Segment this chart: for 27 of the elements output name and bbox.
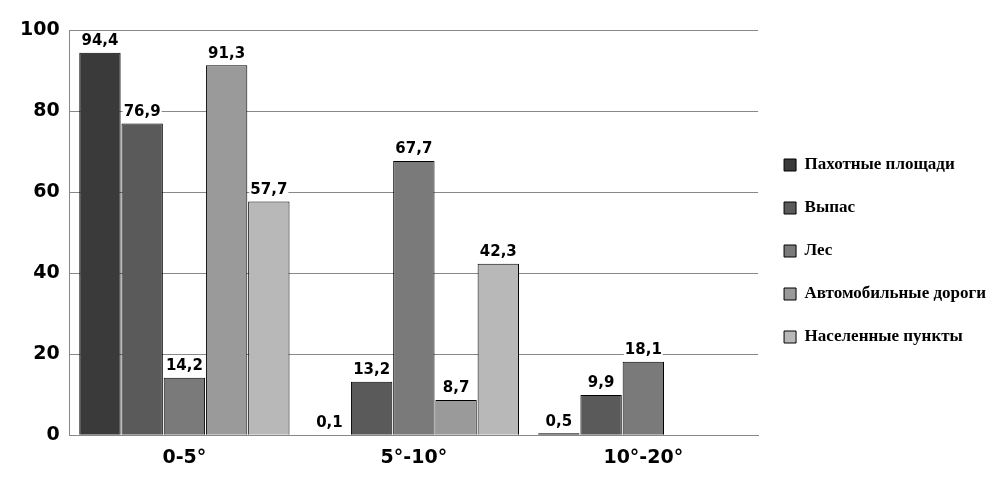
data-label: 18,1	[624, 340, 662, 359]
data-label: 57,7	[250, 179, 288, 198]
data-label: 67,7	[395, 139, 433, 158]
data-label: 0,5	[545, 411, 573, 430]
data-label: 13,2	[353, 360, 391, 379]
legend-label: Лес	[804, 240, 833, 260]
x-tick-label: 10°-20°	[603, 444, 684, 467]
data-label: 0,1	[316, 413, 343, 432]
data-label: 42,3	[479, 242, 517, 261]
y-tick-label: 80	[33, 97, 60, 120]
y-tick-label: 60	[33, 179, 60, 202]
x-tick-label: 5°-10°	[380, 444, 448, 467]
y-tick-label: 0	[46, 422, 60, 445]
y-tick-label: 40	[33, 260, 60, 283]
y-tick-label: 100	[19, 16, 60, 39]
data-label: 91,3	[208, 43, 246, 62]
data-label: 76,9	[123, 101, 161, 120]
data-label: 94,4	[81, 31, 119, 50]
legend-label: Пахотные площади	[804, 154, 955, 174]
data-label: 8,7	[442, 378, 470, 397]
data-label: 9,9	[587, 373, 615, 392]
y-tick-label: 20	[33, 341, 60, 364]
legend-label: Выпас	[804, 197, 856, 217]
legend-label: Автомобильные дороги	[804, 283, 987, 303]
x-tick-label: 0-5°	[162, 444, 207, 467]
data-label: 14,2	[165, 356, 203, 375]
legend-label: Населенные пункты	[804, 326, 963, 346]
